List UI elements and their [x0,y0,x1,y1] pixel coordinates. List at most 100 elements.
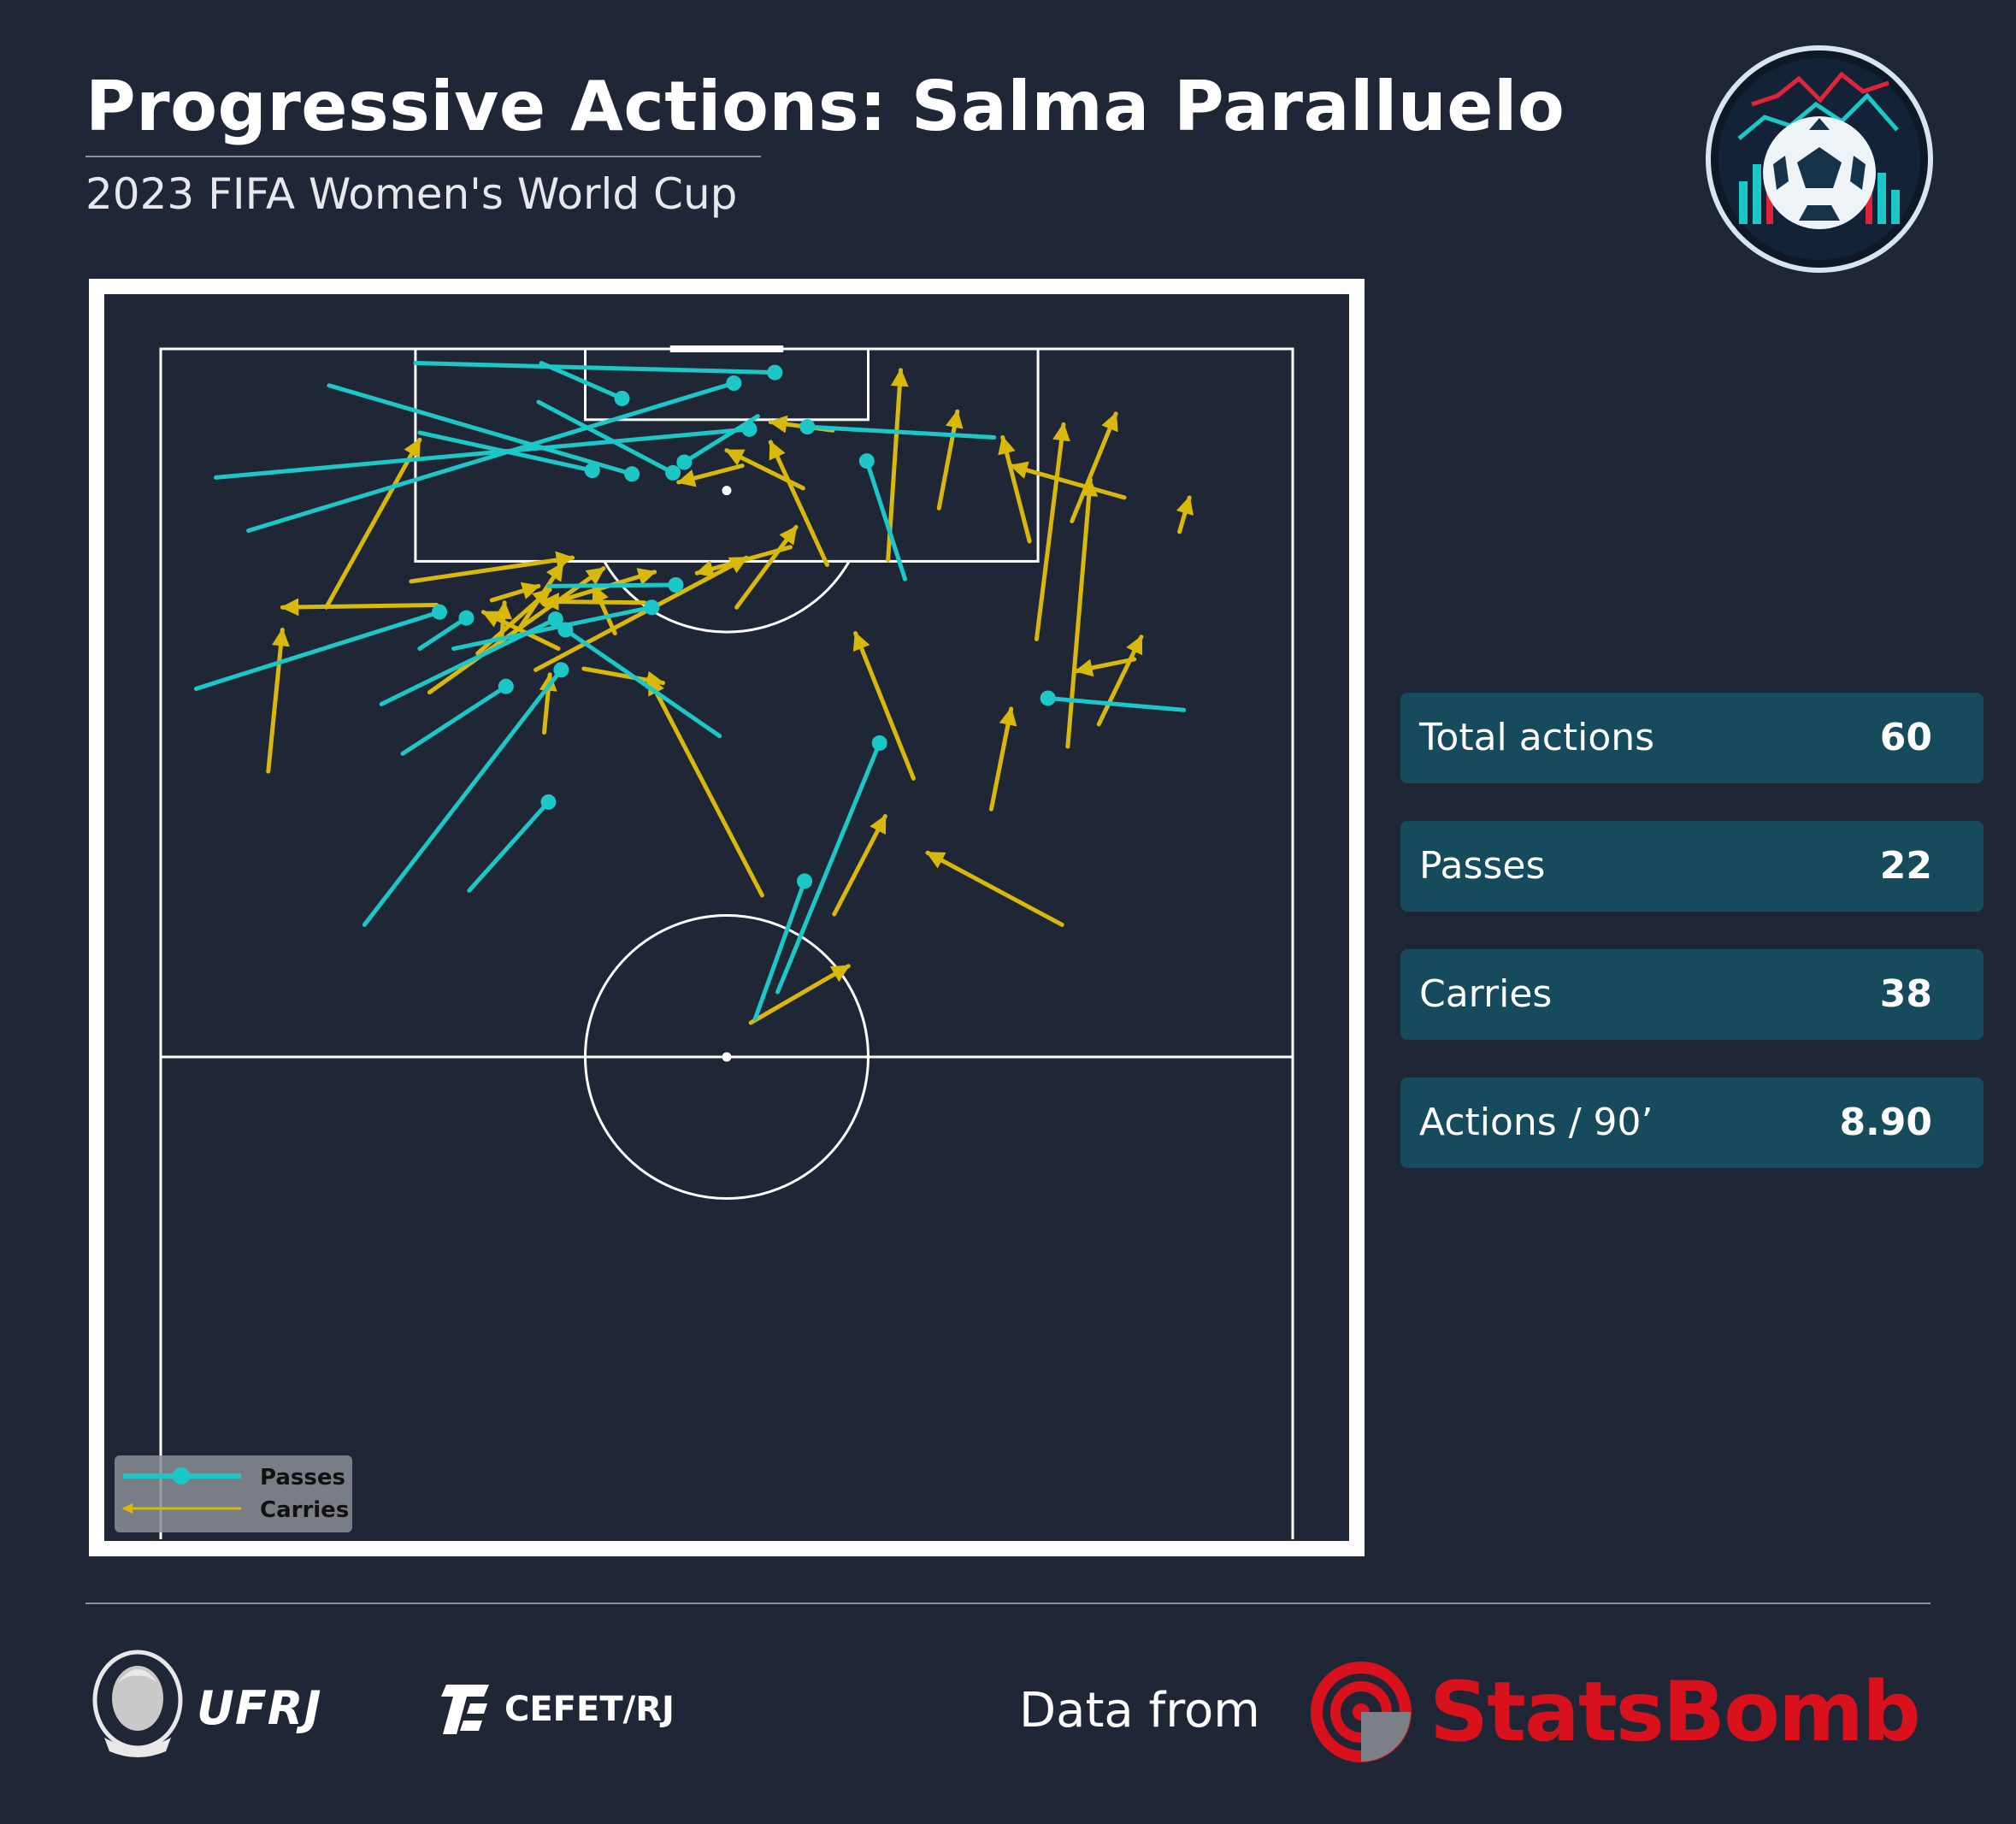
stat-label: Carries [1419,972,1553,1016]
pass-start-dot [557,622,574,638]
pass-line [681,414,760,464]
carry-arrow [748,964,851,1025]
carry-arrow [1009,461,1127,500]
carry-arrow [543,568,657,607]
carry-arrow [925,850,1064,927]
pass-start-dot [799,419,816,435]
pass-line [362,667,563,927]
title-underline [85,156,761,157]
carry-arrow [676,463,745,487]
cefet-wordmark: CEFET/RJ [504,1690,675,1729]
stat-card-carries: Carries 38 [1400,949,1984,1040]
stat-value: 22 [1879,844,1932,888]
legend-pass-dot [173,1467,190,1485]
pass-line [379,617,558,706]
page-subtitle: 2023 FIFA Women's World Cup [85,169,738,219]
pass-line [752,878,807,1022]
carry-arrow [734,524,799,610]
carry-arrow [852,631,916,781]
carry-arrow [1034,422,1070,641]
pass-mark [752,873,813,1022]
pass-line [563,627,722,739]
pitch-surface [104,294,1349,1541]
ufrj-wordmark: UFRJ [197,1681,322,1735]
pass-start-dot [1040,690,1056,706]
pass-start-dot [547,611,563,628]
cefet-logo-icon [441,1685,489,1734]
pass-mark [467,794,557,893]
pass-start-dot [644,599,660,616]
pass-line [536,399,675,475]
pass-start-dot [553,662,569,678]
pass-start-dot [584,463,600,479]
pass-mark [246,375,742,534]
carry-arrow [832,813,887,917]
stat-label: Actions / 90’ [1419,1101,1653,1144]
carry-arrow [988,706,1017,812]
pass-mark [775,735,887,995]
pass-mark [557,622,722,739]
ufrj-crest-logo [92,1650,183,1757]
pass-line [1046,695,1187,712]
pass-mark [413,361,783,381]
stat-label: Total actions [1419,716,1655,759]
pass-mark [193,604,448,691]
carry-arrow [998,435,1032,544]
carry-arrow [409,551,575,584]
carry-arrow [768,440,830,568]
pass-line [467,800,551,893]
carry-arrow [936,409,964,511]
pass-start-dot [871,735,887,751]
penalty-arc [603,560,851,634]
carry-arrow [480,610,561,652]
pass-start-dot [676,454,693,470]
pass-line [864,458,908,581]
legend: Passes Carries [115,1455,352,1532]
pass-start-dot [432,604,448,620]
carry-arrow [1096,635,1144,727]
pass-start-dot [858,453,875,469]
pass-line [805,424,997,440]
carry-arrow [646,676,764,898]
carry-arrow [489,581,541,603]
carry-arrow [533,555,749,672]
carry-arrow [324,437,422,610]
pass-line [545,582,678,588]
carry-arrow [724,448,805,491]
pass-mark [327,383,640,482]
pass-start-dot [624,466,640,482]
carry-arrow [1074,657,1137,677]
centre-spot [722,1052,732,1062]
pass-start-dot [665,464,681,481]
pass-start-dot [614,390,630,406]
pass-line [193,610,442,691]
pass-line [775,741,882,995]
carry-arrow [1176,495,1194,534]
legend-passes-label: Passes [260,1465,345,1490]
statsbomb-wordmark: StatsBomb [1429,1664,1921,1760]
pass-start-dot [498,678,514,694]
carry-arrow [591,583,617,636]
passes-series [193,361,1187,1022]
pass-mark [362,662,569,927]
stat-label: Passes [1419,844,1546,888]
carry-arrow [581,666,666,689]
pass-line [451,605,654,652]
stat-value: 38 [1879,972,1932,1016]
pass-mark [545,577,684,593]
pass-line [327,383,634,476]
pass-mark [400,678,514,756]
statsbomb-target-icon [1311,1662,1412,1762]
data-source-label: Data from [1019,1683,1260,1738]
carries-series [266,368,1194,1025]
pass-start-dot [767,364,783,381]
pass-line [400,684,509,756]
pitch-map: Passes Carries [104,294,1349,1541]
carry-arrow [266,627,290,774]
centre-circle [584,914,869,1200]
pass-start-dot [726,375,742,392]
penalty-spot [722,486,732,496]
pass-mark [799,419,997,440]
analytics-ball-logo [1706,45,1933,273]
pass-mark [536,399,681,481]
